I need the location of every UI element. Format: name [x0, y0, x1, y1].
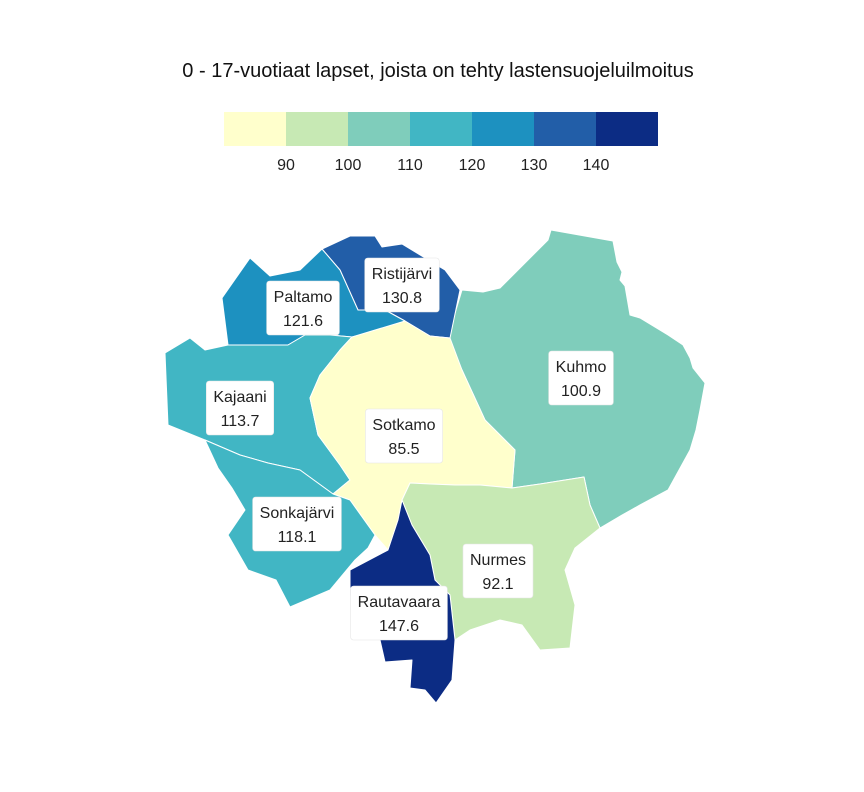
region-value-label: 113.7	[221, 413, 260, 430]
legend-swatch	[286, 112, 348, 146]
region-label-kajaani: Kajaani 113.7	[206, 380, 274, 436]
region-label-nurmes: Nurmes 92.1	[462, 543, 534, 599]
color-legend: 90 100 110 120 130 140	[224, 112, 658, 174]
region-name-label: Nurmes	[470, 552, 526, 569]
legend-swatch	[224, 112, 286, 146]
legend-tick-label: 90	[277, 157, 295, 174]
region-label-box	[206, 380, 274, 436]
region-value-label: 92.1	[482, 576, 513, 593]
region-name-label: Kajaani	[213, 389, 266, 406]
region-name-label: Rautavaara	[358, 594, 441, 611]
region-name-label: Sotkamo	[372, 417, 435, 434]
region-label-box	[350, 585, 448, 641]
region-label-box	[462, 543, 534, 599]
legend-tick-label: 110	[397, 157, 423, 174]
legend-swatch	[410, 112, 472, 146]
region-label-box	[548, 350, 614, 406]
region-label-box	[365, 408, 443, 464]
region-value-label: 130.8	[382, 290, 422, 307]
region-value-label: 100.9	[561, 383, 601, 400]
region-label-paltamo: Paltamo 121.6	[266, 280, 340, 336]
region-label-sotkamo: Sotkamo 85.5	[365, 408, 443, 464]
region-name-label: Sonkajärvi	[260, 505, 335, 522]
legend-tick-label: 120	[459, 157, 486, 174]
region-name-label: Kuhmo	[556, 359, 607, 376]
region-label-box	[266, 280, 340, 336]
region-value-label: 85.5	[388, 441, 419, 458]
region-value-label: 121.6	[283, 313, 323, 330]
legend-swatch	[472, 112, 534, 146]
region-name-label: Ristijärvi	[372, 266, 432, 283]
map-title: 0 - 17-vuotiaat lapset, joista on tehty …	[182, 60, 693, 82]
region-label-box	[364, 257, 440, 313]
legend-tick-label: 100	[335, 157, 362, 174]
region-value-label: 118.1	[278, 529, 317, 546]
region-label-kuhmo: Kuhmo 100.9	[548, 350, 614, 406]
legend-swatch	[596, 112, 658, 146]
region-label-box	[252, 496, 342, 552]
legend-tick-label: 140	[583, 157, 610, 174]
region-labels-layer: Kuhmo 100.9 Ristijärvi 130.8 Paltamo 121.6 Kaj…	[206, 257, 614, 641]
legend-tick-label: 130	[521, 157, 548, 174]
region-value-label: 147.6	[379, 618, 419, 635]
region-label-rautavaara: Rautavaara 147.6	[350, 585, 448, 641]
region-label-ristijarvi: Ristijärvi 130.8	[364, 257, 440, 313]
region-label-sonkajarvi: Sonkajärvi 118.1	[252, 496, 342, 552]
region-name-label: Paltamo	[274, 289, 333, 306]
legend-swatch	[534, 112, 596, 146]
legend-swatch	[348, 112, 410, 146]
